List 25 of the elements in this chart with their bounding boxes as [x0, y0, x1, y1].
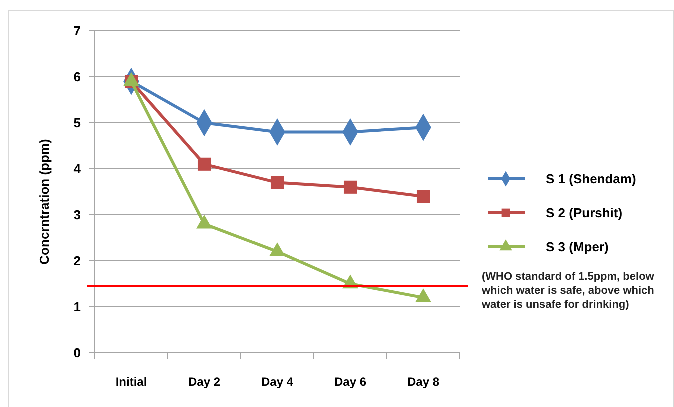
text: (WHO standard of 1.5ppm, below which water is safe, above which water is unsafe for drinking): [481, 271, 655, 311]
point: [270, 242, 286, 256]
point: [416, 190, 430, 204]
y-tick-label: 1: [74, 300, 81, 315]
y-tick-label: 4: [74, 162, 82, 177]
point: [416, 288, 432, 302]
y-tick-label: 7: [74, 24, 81, 39]
y-tick-label: 6: [74, 70, 81, 85]
point: [198, 158, 212, 171]
point: [196, 215, 212, 229]
x-tick-label: Initial: [116, 375, 148, 389]
legend-label: S 3 (Mper): [546, 240, 609, 255]
y-tick-label: 0: [74, 346, 81, 361]
y-tick-label: 5: [74, 116, 81, 131]
x-tick-label: Day 2: [188, 375, 221, 389]
legend-label: S 1 (Shendam): [546, 172, 636, 187]
legend-label: S 2 (Purshit): [546, 206, 623, 221]
y-axis-title: Concrntration (ppm): [37, 139, 52, 265]
point: [344, 180, 358, 194]
x-tick-label: Day 6: [334, 375, 367, 389]
y-tick-label: 3: [74, 208, 81, 223]
y-tick-label: 2: [74, 254, 81, 269]
point: [270, 176, 284, 190]
x-tick-label: Day 4: [261, 375, 294, 389]
x-tick-label: Day 8: [407, 375, 440, 389]
